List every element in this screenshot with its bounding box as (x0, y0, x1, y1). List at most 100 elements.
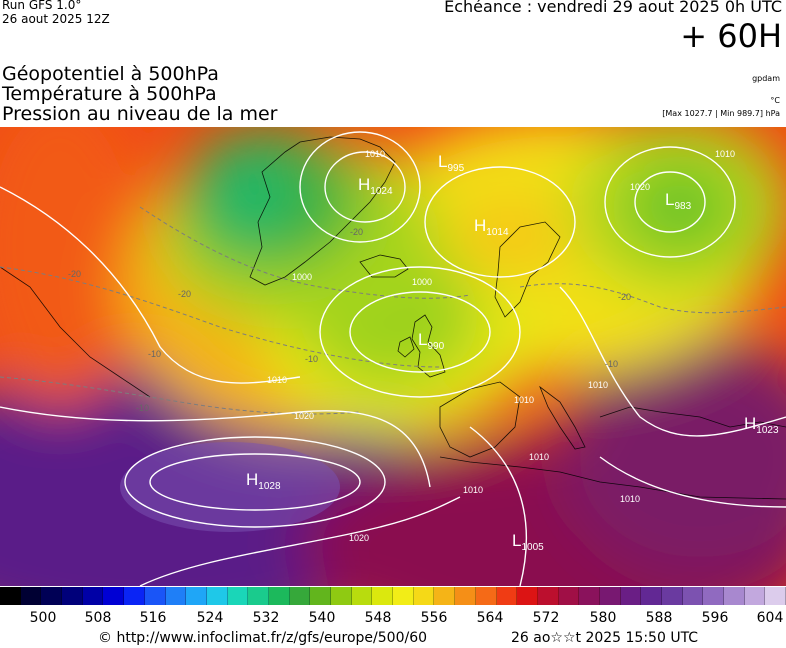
coastlines (0, 136, 786, 500)
colorbar-swatch (227, 587, 249, 605)
colorbar-tick-label: 532 (252, 610, 280, 626)
colorbar-swatch (103, 587, 125, 605)
isobar-label: 1020 (294, 411, 314, 421)
colorbar-swatch (310, 587, 331, 605)
colorbar-swatch (82, 587, 104, 605)
italy-coast (539, 385, 586, 450)
unit-celsius: °C (770, 96, 780, 105)
colorbar-swatch (413, 587, 435, 605)
isobar-label: 1010 (514, 395, 534, 405)
temperature-label: -10 (136, 403, 149, 413)
colorbar-tick-label: 604 (756, 610, 784, 626)
valid-time-label: Echéance : vendredi 29 aout 2025 0h UTC (444, 0, 782, 16)
field-temperature-label: Température à 500hPa (2, 83, 217, 105)
colorbar-swatch (662, 587, 683, 605)
unit-gpdam: gpdam (752, 74, 780, 83)
north-america-coast (0, 266, 151, 398)
colorbar-swatch (372, 587, 394, 605)
colorbar-swatch (0, 587, 21, 605)
colorbar-swatch (351, 587, 373, 605)
colorbar-swatch (268, 587, 290, 605)
pressure-center-low: L995 (438, 152, 465, 174)
isobar-label: 1020 (349, 533, 369, 543)
colorbar-swatch (289, 587, 311, 605)
generated-timestamp: 26 ao☆☆t 2025 15:50 UTC (511, 630, 699, 646)
isobar-label: 1010 (529, 452, 549, 462)
colorbar-swatch (558, 587, 580, 605)
isobar-label: 1010 (620, 494, 640, 504)
colorbar-swatch (186, 587, 207, 605)
ireland-coast (397, 336, 415, 358)
colorbar-tick-label: 540 (308, 610, 336, 626)
scandinavia-coast (494, 221, 561, 318)
field-pressure-label: Pression au niveau de la mer (2, 103, 278, 125)
pressure-center-low: L990 (418, 330, 445, 352)
isobar-label: 1010 (267, 375, 287, 385)
colorbar-swatch (62, 587, 83, 605)
colorbar-swatch (517, 587, 538, 605)
pressure-center-low: L983 (665, 190, 692, 212)
isobar-label: 1010 (715, 149, 735, 159)
colorbar-tick-label: 516 (139, 610, 167, 626)
model-run-label: Run GFS 1.0° 26 aout 2025 12Z (2, 0, 110, 26)
pressure-center-low: L1005 (512, 531, 544, 553)
isobar-label: 1010 (463, 485, 483, 495)
colorbar-swatch (496, 587, 518, 605)
colorbar-swatch (724, 587, 745, 605)
colorbar-swatch (744, 587, 766, 605)
colorbar-swatch (475, 587, 497, 605)
colorbar-swatch (682, 587, 704, 605)
iberia-coast (439, 381, 521, 458)
greenland-coast (249, 136, 396, 286)
colorbar-tick-label: 580 (589, 610, 617, 626)
source-url[interactable]: © http://www.infoclimat.fr/z/gfs/europe/… (98, 630, 428, 646)
colorbar-swatch (393, 587, 414, 605)
colorbar-swatch (455, 587, 476, 605)
temperature-label: -10 (605, 359, 618, 369)
colorbar-swatch (579, 587, 600, 605)
colorbar-swatch (537, 587, 559, 605)
colorbar-tick-label: 572 (532, 610, 560, 626)
pressure-center-high: H1024 (358, 175, 393, 197)
colorbar-swatch (206, 587, 228, 605)
colorbar-tick-label: 500 (29, 610, 57, 626)
weather-map[interactable]: 1010 1000 1000 1010 1010 1010 1020 1010 1020 1010… (0, 127, 786, 586)
temperature-isotherms (0, 206, 786, 415)
pressure-center-high: H1028 (246, 470, 281, 492)
isobar-label: 1000 (292, 272, 312, 282)
colorbar-tick-label: 508 (84, 610, 112, 626)
run-date-label: 26 aout 2025 12Z (2, 12, 110, 26)
iceland-coast (359, 254, 409, 278)
colorbar-swatch (41, 587, 63, 605)
temperature-label: -10 (305, 354, 318, 364)
colorbar-tick-label: 596 (701, 610, 729, 626)
temperature-label: -20 (618, 292, 631, 302)
isobar-label: 1010 (365, 149, 385, 159)
isobar-label: 1010 (588, 380, 608, 390)
temperature-label: -20 (350, 227, 363, 237)
colorbar-swatch (165, 587, 187, 605)
colorbar-tick-label: 556 (420, 610, 448, 626)
pressure-centers: H1024 L995 H1014 L983 L990 H1028 H1023 L1005 (246, 152, 779, 553)
field-geopotential-label: Géopotentiel à 500hPa (2, 63, 219, 85)
colorbar-tick-label: 548 (364, 610, 392, 626)
black-sea-coast (599, 406, 786, 428)
colorbar-swatch (144, 587, 166, 605)
colorbar-tick-label: 588 (645, 610, 673, 626)
colorbar-swatch (124, 587, 145, 605)
north-africa-coast (439, 456, 786, 500)
colorbar-swatch (331, 587, 352, 605)
temperature-label: -10 (148, 349, 161, 359)
temperature-label: -20 (68, 269, 81, 279)
colorbar-swatch (703, 587, 725, 605)
pressure-center-high: H1023 (744, 414, 779, 436)
colorbar-swatch (765, 587, 786, 605)
colorbar-swatch (599, 587, 621, 605)
colorbar-swatch (248, 587, 269, 605)
isobars (0, 131, 786, 586)
colorbar-tick-label: 524 (196, 610, 224, 626)
pressure-range-label: [Max 1027.7 | Min 989.7] hPa (662, 109, 780, 118)
isobar-value-labels: 1010 1000 1000 1010 1010 1010 1020 1010 1020 1010… (267, 149, 735, 543)
isobar-label: 1000 (412, 277, 432, 287)
britain-coast (411, 314, 446, 378)
